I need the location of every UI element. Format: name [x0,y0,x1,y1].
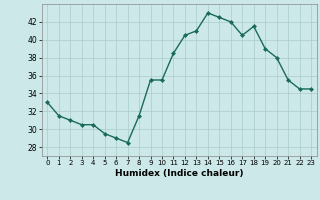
X-axis label: Humidex (Indice chaleur): Humidex (Indice chaleur) [115,169,244,178]
